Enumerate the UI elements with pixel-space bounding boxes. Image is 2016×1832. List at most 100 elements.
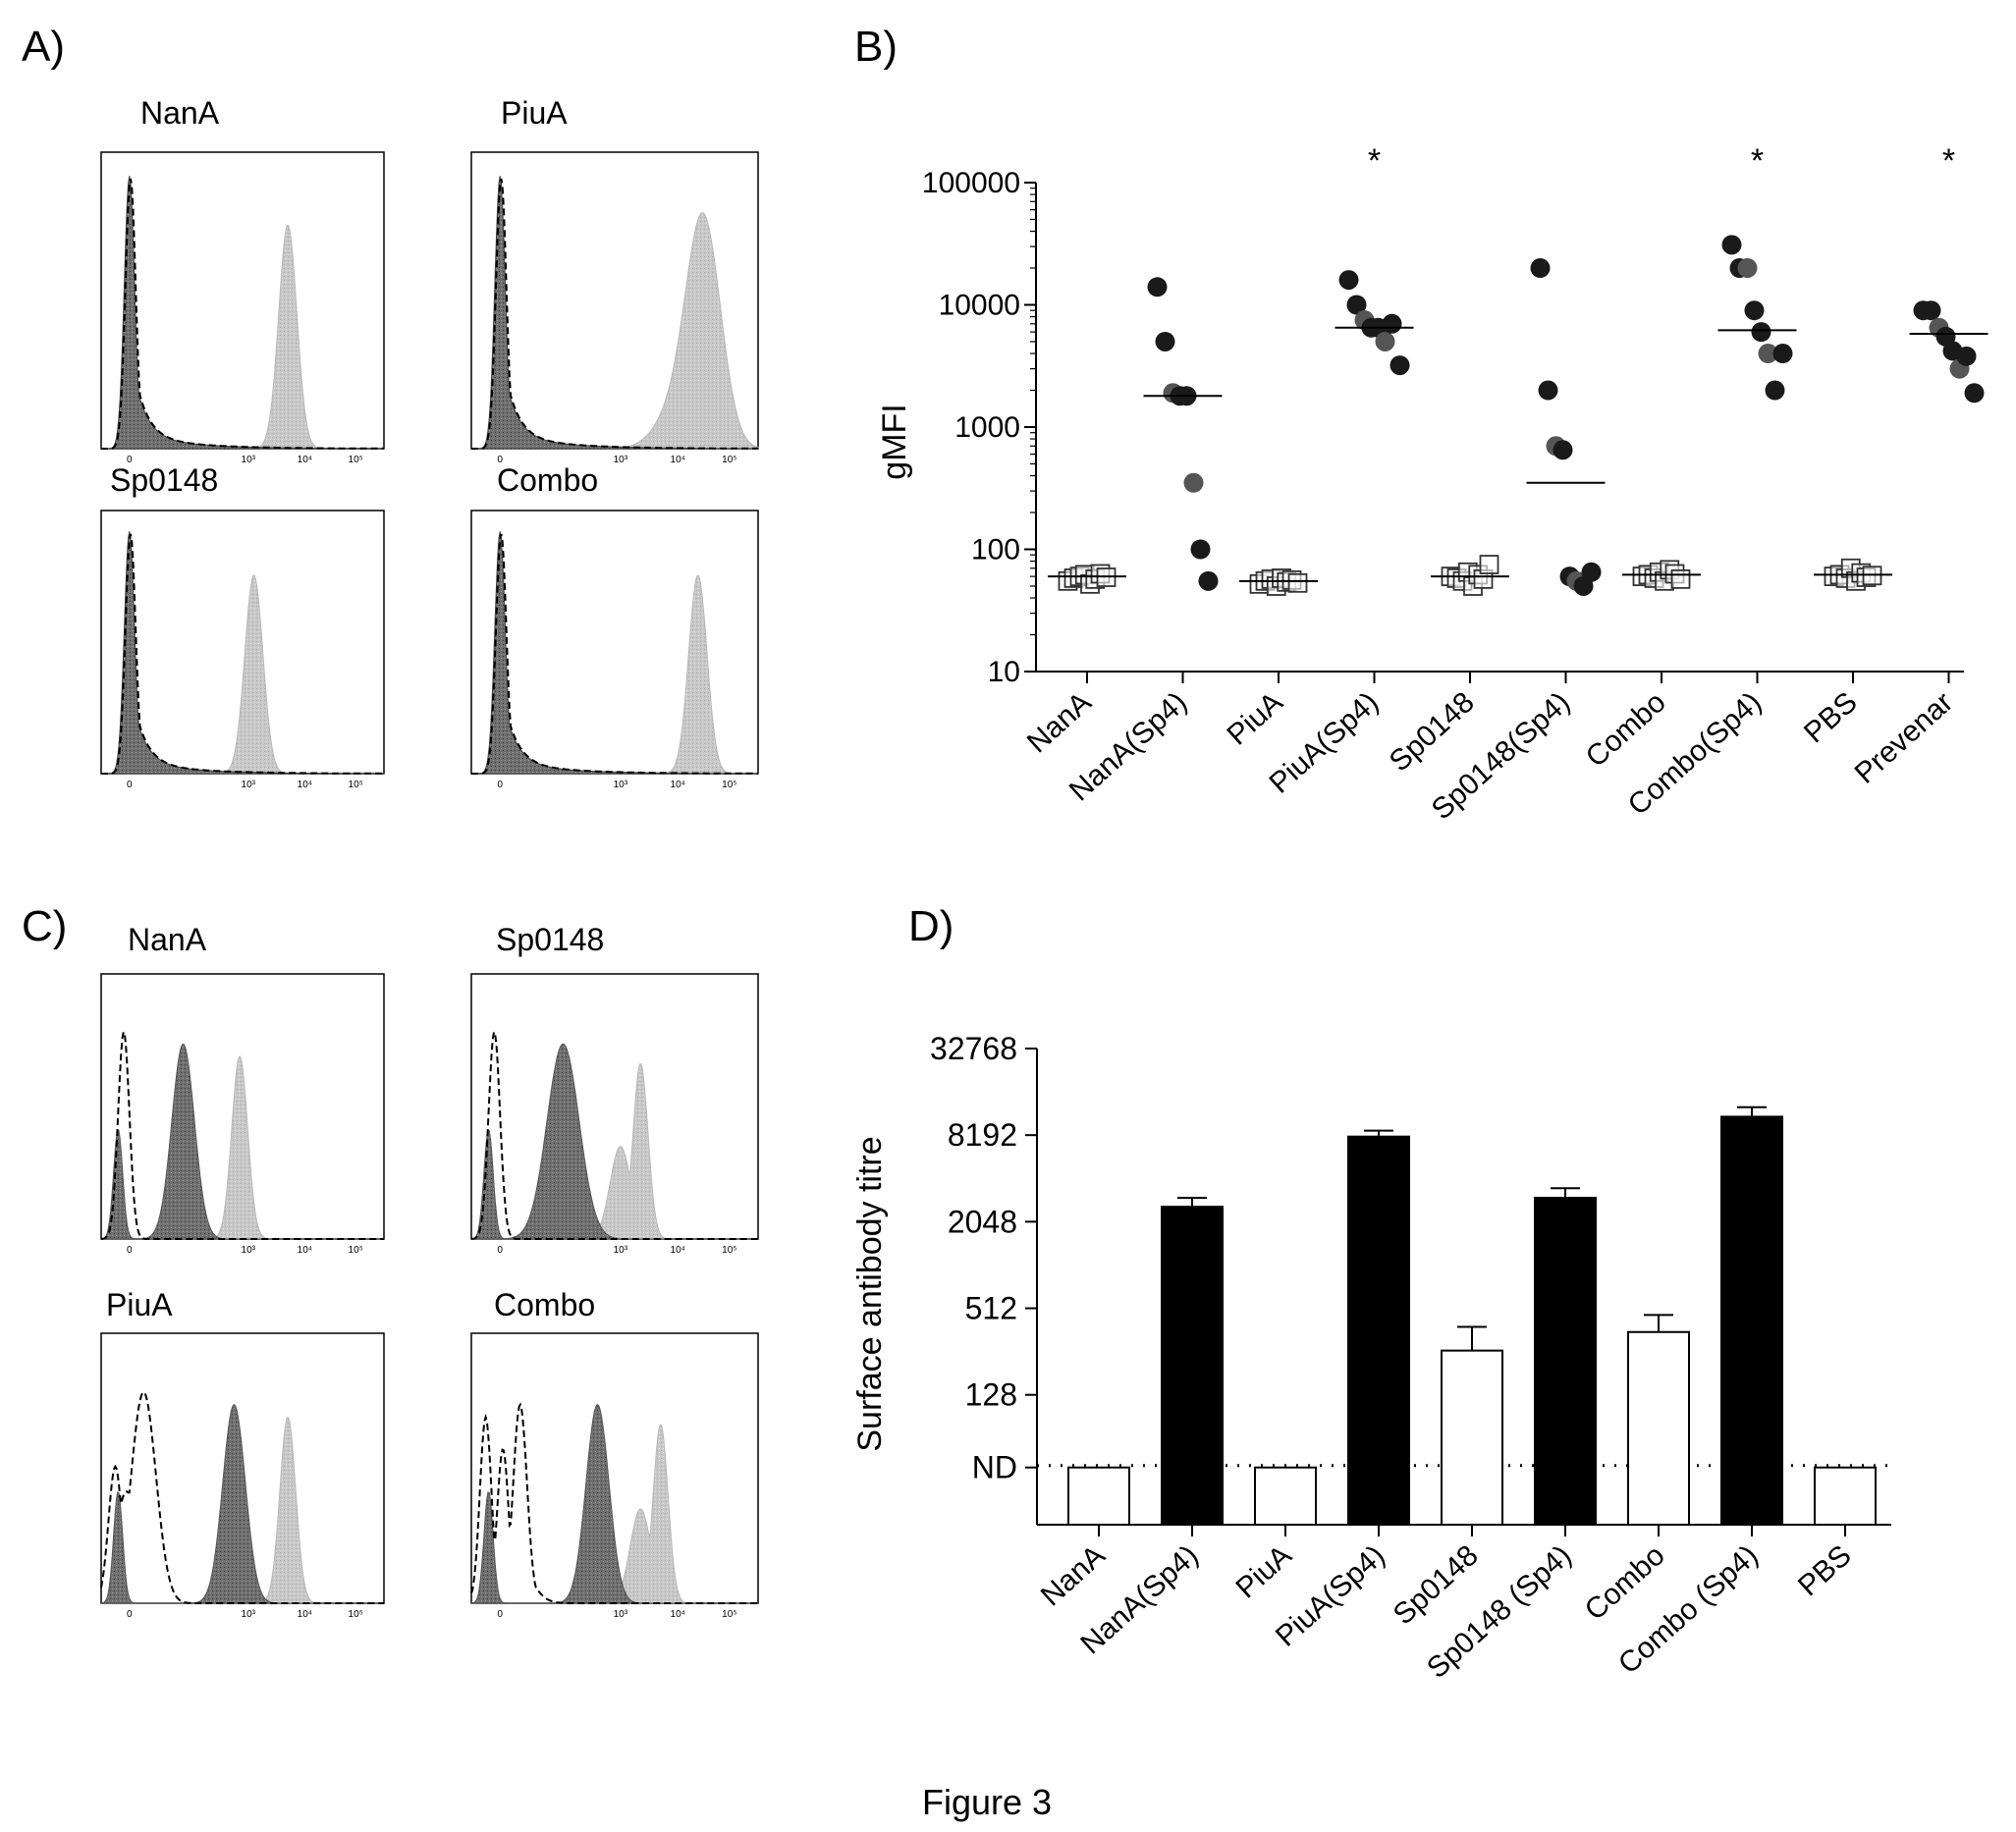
- x-tick-label: PiuA: [1222, 686, 1289, 752]
- histogram-c-1: Sp0148 0 10³ 10⁴ 10⁵: [470, 922, 759, 1256]
- data-point: [1670, 568, 1691, 589]
- data-point: [1198, 570, 1219, 591]
- histogram-a-3: Combo 0 10³ 10⁴ 10⁵: [470, 462, 759, 790]
- panel-b-label: B): [854, 23, 898, 71]
- histogram-tick-label: 10⁴: [671, 780, 685, 790]
- histogram-unstained-outline: [101, 533, 384, 775]
- y-axis-label: Surface antibody titre: [851, 1136, 889, 1451]
- data-point: [1758, 344, 1778, 364]
- histogram-title: PiuA: [501, 95, 568, 131]
- data-point: [1744, 300, 1765, 321]
- y-tick-label: 32768: [930, 1031, 1017, 1066]
- data-point: [1190, 539, 1211, 560]
- data-point: [1538, 380, 1558, 401]
- data-point: [1921, 300, 1941, 321]
- panel-a-label: A): [22, 23, 65, 71]
- histogram-title: Combo: [494, 1287, 595, 1322]
- histogram-title: NanA: [128, 922, 207, 957]
- histogram-tick-label: 0: [127, 1245, 133, 1256]
- x-tick-label: PiuA: [1230, 1539, 1298, 1605]
- y-tick-label: 10000: [939, 290, 1020, 322]
- panel-d-bar-chart: Surface antibody titre ND 128 512 2048 8192 3…: [851, 1031, 1891, 1685]
- bar: [1814, 1466, 1877, 1526]
- data-point: [1479, 555, 1499, 574]
- y-tick-label: 100000: [922, 167, 1020, 199]
- panel-a: NanA 0 10³ 10⁴ 10⁵ PiuA 0 10³ 10⁴ 10⁵ Sp0148 0…: [100, 95, 759, 790]
- histogram-intermediate-population: [471, 1404, 758, 1604]
- histogram-title: Combo: [497, 462, 598, 498]
- data-point: [1346, 295, 1367, 315]
- x-tick-label: PBS: [1792, 1539, 1858, 1603]
- histogram-immune-population: [101, 1055, 384, 1240]
- histogram-tick-label: 10⁴: [298, 1245, 312, 1256]
- data-point: [1964, 383, 1985, 404]
- histogram-immune-population: [471, 1062, 758, 1240]
- histogram-tick-label: 10⁵: [349, 1245, 363, 1256]
- histogram-unstained-outline: [100, 1390, 384, 1604]
- x-tick-label: PBS: [1798, 686, 1864, 750]
- data-point: [1155, 331, 1175, 351]
- histogram-unstained-outline: [471, 533, 758, 775]
- histogram-tick-label: 10⁴: [671, 1609, 685, 1620]
- histogram-tick-label: 10⁴: [298, 1609, 312, 1620]
- histogram-tick-label: 10³: [242, 1609, 256, 1620]
- histogram-title: PiuA: [106, 1287, 173, 1322]
- data-point: [1530, 258, 1551, 279]
- histogram-tick-label: 10³: [614, 780, 628, 790]
- x-tick-label: NanA: [1035, 1539, 1112, 1613]
- figure-caption: Figure 3: [922, 1782, 1052, 1822]
- histogram-c-0: NanA 0 10³ 10⁴ 10⁵: [100, 922, 385, 1256]
- histogram-tick-label: 0: [497, 1245, 503, 1256]
- x-tick-label: Combo: [1579, 1539, 1671, 1627]
- x-tick-label: Prevenar: [1849, 686, 1960, 790]
- bar: [1161, 1206, 1224, 1527]
- y-axis-label: gMFI: [876, 404, 913, 479]
- histogram-tick-label: 10³: [242, 780, 256, 790]
- histogram-tick-label: 0: [497, 1609, 503, 1620]
- significance-marker: *: [1942, 142, 1955, 180]
- data-point: [1553, 440, 1573, 460]
- bar: [1441, 1349, 1503, 1526]
- data-point: [1956, 346, 1977, 366]
- significance-marker: *: [1751, 142, 1764, 180]
- y-tick-label: 10: [988, 656, 1020, 688]
- histogram-tick-label: 10⁵: [722, 1245, 736, 1256]
- y-tick-label: ND: [972, 1450, 1017, 1485]
- data-point: [1382, 313, 1402, 334]
- histogram-tick-label: 10⁵: [349, 455, 363, 465]
- bar: [1347, 1135, 1410, 1526]
- histogram-tick-label: 10⁴: [671, 1245, 685, 1256]
- histogram-tick-label: 10⁵: [349, 780, 363, 790]
- panel-d-label: D): [908, 902, 954, 950]
- histogram-tick-label: 0: [127, 455, 133, 465]
- histogram-unstained-outline: [470, 1402, 758, 1604]
- histogram-tick-label: 0: [127, 1609, 133, 1620]
- bar: [1534, 1197, 1597, 1526]
- histogram-tick-label: 0: [497, 455, 503, 465]
- histogram-unstained-outline: [101, 178, 384, 450]
- data-point: [1389, 355, 1410, 376]
- histogram-tick-label: 10⁵: [722, 1609, 736, 1620]
- data-point: [1287, 572, 1308, 593]
- data-point: [1721, 235, 1742, 255]
- histogram-tick-label: 10⁵: [722, 780, 736, 790]
- y-tick-label: 2048: [948, 1204, 1017, 1239]
- histogram-tick-label: 0: [497, 780, 503, 790]
- histogram-tick-label: 10³: [614, 1609, 628, 1620]
- x-tick-label: Sp0148: [1384, 686, 1481, 779]
- histogram-tick-label: 10⁴: [671, 455, 685, 465]
- panel-c: NanA 0 10³ 10⁴ 10⁵ Sp0148 0 10³ 10⁴ 10⁵ PiuA 0…: [100, 922, 759, 1620]
- histogram-tick-label: 10³: [614, 1245, 628, 1256]
- histogram-unstained-outline: [471, 178, 758, 450]
- histogram-title: Sp0148: [496, 922, 604, 957]
- bar: [1067, 1466, 1130, 1526]
- bar: [1720, 1115, 1783, 1527]
- y-tick-label: 8192: [948, 1117, 1017, 1153]
- y-tick-label: 1000: [954, 411, 1020, 444]
- histogram-title: NanA: [140, 95, 220, 131]
- panel-c-label: C): [22, 902, 67, 950]
- x-tick-label: Combo: [1580, 686, 1672, 774]
- data-point: [1338, 270, 1359, 291]
- histogram-title: Sp0148: [110, 462, 218, 498]
